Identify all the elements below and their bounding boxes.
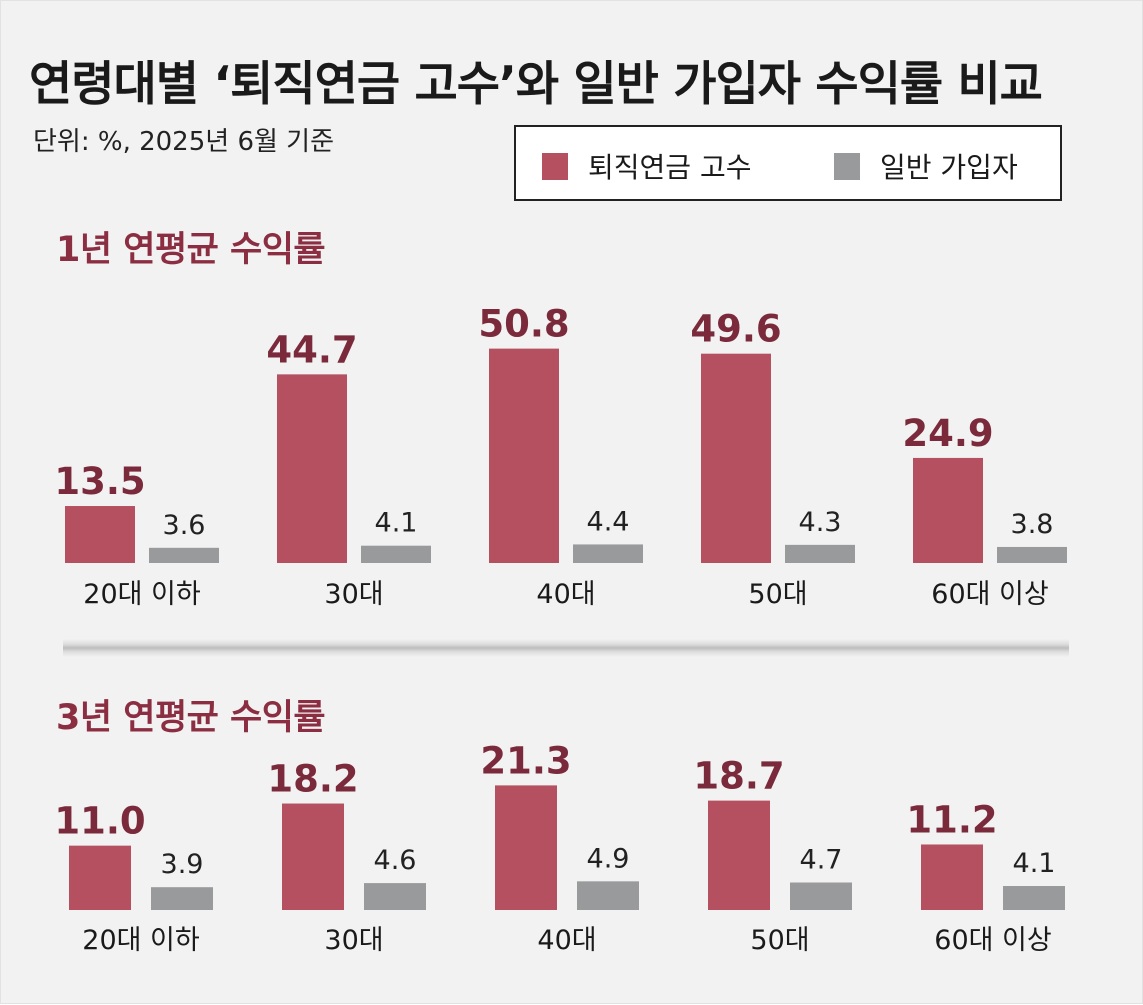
bar-general-p2-1 — [364, 883, 426, 910]
value-label-expert-p1-4: 24.9 — [902, 412, 993, 455]
value-label-expert-p2-4: 11.2 — [906, 798, 997, 841]
legend-swatch-general — [834, 153, 860, 180]
value-label-general-p1-1: 4.1 — [375, 508, 418, 539]
bar-expert-p2-4 — [921, 844, 983, 910]
panel-divider — [63, 639, 1069, 657]
value-label-expert-p1-0: 13.5 — [54, 460, 145, 503]
bar-general-p2-2 — [577, 881, 639, 910]
bar-general-p2-0 — [151, 887, 213, 910]
value-label-general-p1-0: 3.6 — [163, 510, 206, 541]
bar-expert-p2-2 — [495, 785, 557, 910]
bar-general-p1-2 — [573, 544, 643, 563]
value-label-general-p2-3: 4.7 — [800, 845, 843, 876]
value-label-expert-p2-2: 21.3 — [480, 739, 571, 782]
legend-label-general: 일반 가입자 — [880, 151, 1018, 184]
bar-general-p1-1 — [361, 545, 431, 563]
value-label-expert-p2-1: 18.2 — [267, 758, 358, 801]
value-label-expert-p1-1: 44.7 — [266, 328, 357, 371]
bar-expert-p2-3 — [708, 800, 770, 910]
category-label-p1-4: 60대 이상 — [931, 579, 1048, 610]
panel-title-3yr: 3년 연평균 수익률 — [56, 698, 326, 738]
value-label-general-p2-2: 4.9 — [587, 843, 630, 874]
bar-general-p2-3 — [790, 882, 852, 910]
bar-general-p1-3 — [785, 544, 855, 563]
panel-title-1yr: 1년 연평균 수익률 — [56, 230, 326, 270]
bar-expert-p1-0 — [65, 506, 135, 563]
value-label-general-p2-0: 3.9 — [161, 849, 204, 880]
bar-expert-p2-1 — [282, 803, 344, 910]
category-label-p2-4: 60대 이상 — [934, 925, 1051, 956]
chart-title: 연령대별 ‘퇴직연금 고수’와 일반 가입자 수익률 비교 — [29, 57, 1043, 112]
value-label-expert-p1-2: 50.8 — [478, 303, 569, 346]
value-label-expert-p1-3: 49.6 — [690, 308, 781, 351]
bar-expert-p1-4 — [913, 457, 983, 563]
bar-expert-p2-0 — [69, 845, 131, 910]
bar-general-p1-0 — [149, 547, 219, 563]
unit-note: 단위: %, 2025년 6월 기준 — [33, 127, 335, 157]
category-label-p2-0: 20대 이하 — [82, 925, 200, 956]
bar-expert-p1-2 — [489, 348, 559, 563]
category-label-p1-1: 30대 — [324, 579, 383, 610]
value-label-general-p1-4: 3.8 — [1011, 509, 1054, 540]
category-label-p2-3: 50대 — [750, 925, 809, 956]
category-label-p2-1: 30대 — [324, 925, 383, 956]
category-label-p1-3: 50대 — [748, 579, 807, 610]
bar-general-p2-4 — [1003, 886, 1065, 910]
value-label-general-p2-4: 4.1 — [1013, 848, 1056, 879]
bar-expert-p1-3 — [701, 353, 771, 563]
bar-general-p1-4 — [997, 546, 1067, 563]
legend-swatch-expert — [542, 153, 568, 180]
legend-label-expert: 퇴직연금 고수 — [588, 151, 752, 184]
value-label-expert-p2-0: 11.0 — [54, 800, 145, 843]
value-label-general-p1-2: 4.4 — [587, 506, 630, 537]
category-label-p2-2: 40대 — [537, 925, 596, 956]
value-label-general-p1-3: 4.3 — [799, 507, 842, 538]
bar-expert-p1-1 — [277, 374, 347, 563]
legend: 퇴직연금 고수 일반 가입자 — [514, 125, 1062, 201]
category-label-p1-0: 20대 이하 — [83, 579, 201, 610]
category-label-p1-2: 40대 — [536, 579, 595, 610]
value-label-general-p2-1: 4.6 — [374, 845, 417, 876]
value-label-expert-p2-3: 18.7 — [693, 755, 784, 798]
